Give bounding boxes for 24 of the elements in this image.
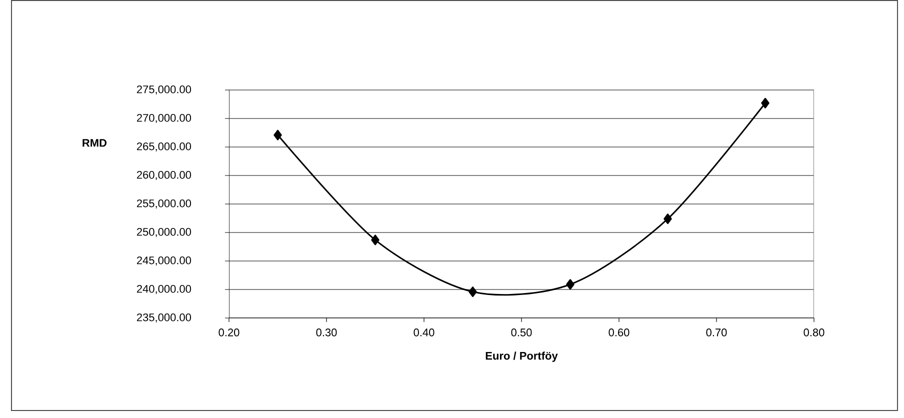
y-tick-label: 270,000.00 (136, 114, 192, 124)
x-tick-label: 0.80 (804, 328, 824, 336)
x-axis-title: Euro / Portföy (486, 352, 558, 362)
x-tick-label: 0.60 (608, 328, 630, 336)
y-tick-label: 265,000.00 (136, 142, 192, 152)
y-tick-label: 260,000.00 (136, 170, 192, 180)
y-tick-label: 255,000.00 (136, 199, 192, 209)
x-tick-label: 0.50 (511, 328, 532, 336)
y-tick-label: 275,000.00 (136, 85, 192, 95)
point (468, 286, 477, 298)
x-tick-label: 0.70 (706, 328, 727, 336)
point (664, 214, 672, 224)
x-tick-label: 0.30 (316, 328, 337, 336)
point (274, 130, 282, 140)
x-tick-label: 0.40 (414, 328, 434, 336)
y-tick-label: 240,000.00 (136, 284, 192, 294)
point (566, 279, 574, 290)
y-tick-label: 245,000.00 (136, 256, 192, 266)
y-tick-label: 250,000.00 (136, 228, 192, 238)
point (761, 98, 770, 108)
point (371, 234, 380, 246)
y-tick-label: 235,000.00 (136, 313, 192, 323)
x-tick-label: 0.20 (218, 328, 240, 336)
y-axis-title: RMD (82, 139, 107, 147)
